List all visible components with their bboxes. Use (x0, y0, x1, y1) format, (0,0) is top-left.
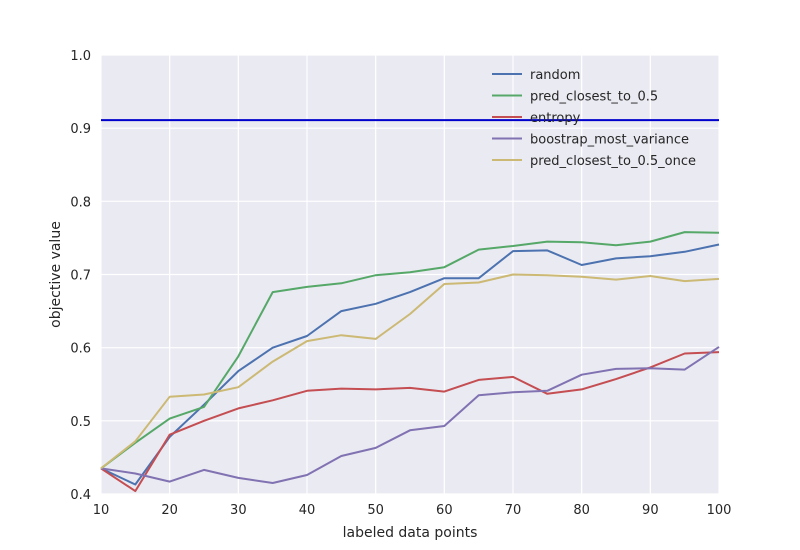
x-tick-label: 40 (299, 503, 316, 518)
x-tick-label: 30 (230, 503, 247, 518)
x-tick-label: 10 (93, 503, 110, 518)
y-axis-label: objective value (48, 221, 64, 328)
legend-entry: random (530, 68, 580, 83)
y-tick-label: 0.5 (70, 415, 91, 430)
y-tick-label: 0.9 (70, 122, 91, 137)
y-tick-label: 0.7 (70, 269, 91, 284)
series-line-1 (100, 231, 720, 470)
y-tick-label: 0.8 (70, 195, 91, 210)
legend-entry: entropy (530, 111, 581, 126)
x-tick-labels: 10 20 30 40 50 60 70 80 90 100 (93, 503, 732, 518)
y-tick-label: 0.6 (70, 342, 91, 357)
y-tick-label: 0.4 (70, 488, 91, 503)
x-tick-label: 20 (161, 503, 178, 518)
x-tick-label: 90 (642, 503, 659, 518)
series-line-3 (100, 346, 720, 484)
grid-lines (100, 54, 720, 495)
legend-entry: pred_closest_to_0.5_once (530, 154, 696, 169)
series-line-2 (100, 351, 720, 493)
series-line-4 (100, 273, 720, 470)
y-tick-labels: 0.4 0.5 0.6 0.7 0.8 0.9 1.0 (70, 49, 91, 503)
x-tick-label: 100 (707, 503, 732, 518)
legend-entry: pred_closest_to_0.5 (530, 90, 658, 105)
y-tick-label: 1.0 (70, 49, 91, 64)
series-line-0 (100, 243, 720, 486)
legend-entry: boostrap_most_variance (530, 133, 689, 148)
series-layer (100, 231, 720, 493)
x-tick-label: 70 (505, 503, 522, 518)
x-tick-label: 60 (436, 503, 453, 518)
x-tick-label: 80 (573, 503, 590, 518)
x-axis-label: labeled data points (343, 525, 478, 541)
x-tick-label: 50 (367, 503, 384, 518)
